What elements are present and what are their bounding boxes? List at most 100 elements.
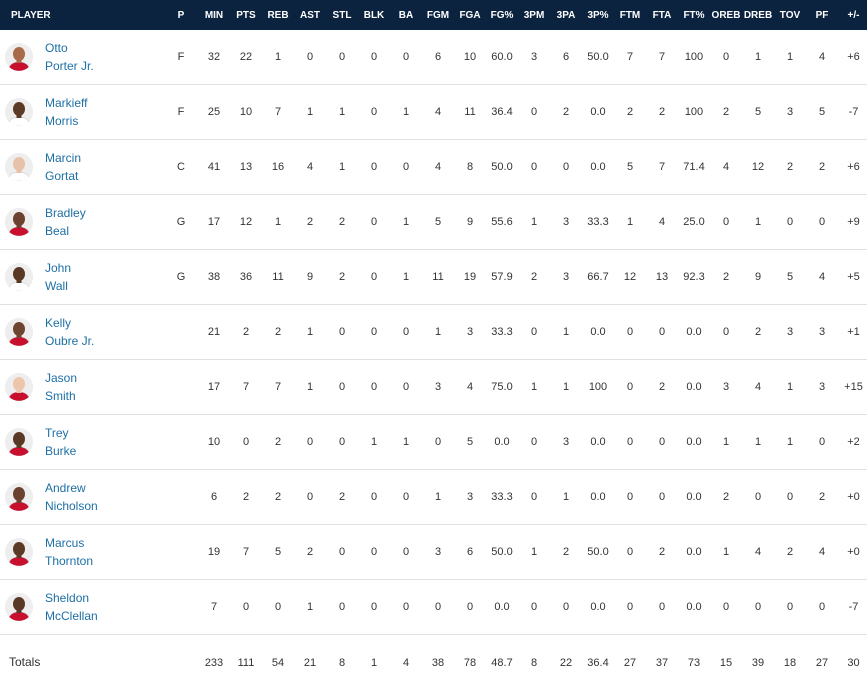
player-first-name[interactable]: Markieff: [45, 96, 88, 110]
player-last-name[interactable]: Morris: [45, 114, 79, 128]
column-header-fga[interactable]: FGA: [459, 9, 481, 21]
player-name-link[interactable]: Jason Smith: [45, 369, 77, 405]
player-cell: Marcus Thornton: [0, 525, 164, 580]
column-header-ast[interactable]: AST: [300, 9, 320, 21]
stat-cell-oreb: 2: [722, 491, 730, 503]
stat-cell-ba: 0: [402, 381, 410, 393]
stat-cell-p: G: [176, 216, 186, 228]
player-first-name[interactable]: Kelly: [45, 316, 72, 330]
player-last-name[interactable]: McClellan: [45, 609, 98, 623]
column-header-fg[interactable]: FG%: [490, 9, 514, 21]
player-avatar[interactable]: [5, 98, 33, 126]
stat-cell-ast: 1: [306, 326, 314, 338]
player-avatar[interactable]: [5, 263, 33, 291]
player-name-link[interactable]: Sheldon McClellan: [45, 589, 98, 625]
player-last-name[interactable]: Porter Jr.: [45, 59, 94, 73]
player-avatar[interactable]: [5, 153, 33, 181]
stat-cell-fgm: 3: [434, 381, 442, 393]
column-header-stl[interactable]: STL: [332, 9, 352, 21]
column-header-3pm[interactable]: 3PM: [523, 9, 545, 21]
player-avatar[interactable]: [5, 43, 33, 71]
column-header-min[interactable]: MIN: [204, 9, 224, 21]
player-last-name[interactable]: Wall: [45, 279, 68, 293]
player-first-name[interactable]: Marcin: [45, 151, 82, 165]
column-header-pts[interactable]: PTS: [236, 9, 256, 21]
column-header-tov[interactable]: TOV: [779, 9, 801, 21]
stat-cell-p: [164, 580, 198, 635]
player-last-name[interactable]: Oubre Jr.: [45, 334, 95, 348]
stat-cell-fga: 3: [466, 491, 474, 503]
player-last-name[interactable]: Thornton: [45, 554, 94, 568]
column-header-reb[interactable]: REB: [267, 9, 289, 21]
stat-cell-3p: 0.0: [590, 601, 606, 613]
column-header-[interactable]: +/-: [847, 9, 860, 21]
player-first-name[interactable]: Sheldon: [45, 591, 90, 605]
player-last-name[interactable]: Beal: [45, 224, 70, 238]
player-name-link[interactable]: Trey Burke: [45, 424, 76, 460]
stat-cell-fgm: 3: [434, 546, 442, 558]
column-header-blk[interactable]: BLK: [363, 9, 385, 21]
stat-cell-pts: 7: [242, 546, 250, 558]
column-header-pf[interactable]: PF: [815, 9, 829, 21]
player-name-link[interactable]: Kelly Oubre Jr.: [45, 314, 94, 350]
player-last-name[interactable]: Burke: [45, 444, 77, 458]
player-first-name[interactable]: John: [45, 261, 72, 275]
player-first-name[interactable]: Marcus: [45, 536, 85, 550]
player-cell: Bradley Beal: [0, 195, 164, 250]
column-header-ftm[interactable]: FTM: [619, 9, 641, 21]
stat-cell-dreb: 4: [754, 546, 762, 558]
player-first-name[interactable]: Andrew: [45, 481, 86, 495]
stat-cell-stl: 0: [338, 436, 346, 448]
column-header-player[interactable]: PLAYER: [11, 9, 51, 21]
stat-cell-ba: 1: [402, 271, 410, 283]
player-first-name[interactable]: Trey: [45, 426, 69, 440]
player-avatar[interactable]: [5, 593, 33, 621]
player-first-name[interactable]: Otto: [45, 41, 68, 55]
player-name-link[interactable]: Otto Porter Jr.: [45, 39, 94, 75]
player-cell: Jason Smith: [0, 360, 164, 415]
column-header-fgm[interactable]: FGM: [426, 9, 450, 21]
player-avatar[interactable]: [5, 483, 33, 511]
player-first-name[interactable]: Jason: [45, 371, 78, 385]
totals-label: Totals: [9, 654, 41, 669]
column-header-oreb[interactable]: OREB: [711, 9, 741, 21]
stat-cell-dreb: 4: [754, 381, 762, 393]
stat-cell-min: 17: [207, 216, 221, 228]
player-name-link[interactable]: Bradley Beal: [45, 204, 86, 240]
player-first-name[interactable]: Bradley: [45, 206, 86, 220]
column-header-fta[interactable]: FTA: [652, 9, 672, 21]
player-name-link[interactable]: Marcin Gortat: [45, 149, 81, 185]
player-name-link[interactable]: John Wall: [45, 259, 71, 295]
player-name-link[interactable]: Marcus Thornton: [45, 534, 93, 570]
player-name-link[interactable]: Markieff Morris: [45, 94, 87, 130]
stat-cell-oreb: 0: [722, 216, 730, 228]
stat-cell-pts: 12: [239, 216, 253, 228]
stat-cell-min: 32: [207, 51, 221, 63]
player-avatar[interactable]: [5, 538, 33, 566]
column-header-p[interactable]: P: [177, 9, 185, 21]
stat-cell-ast: 0: [306, 51, 314, 63]
player-name-link[interactable]: Andrew Nicholson: [45, 479, 98, 515]
stat-cell-3pm: 0: [530, 601, 538, 613]
column-header-ft[interactable]: FT%: [683, 9, 705, 21]
column-header-dreb[interactable]: DREB: [743, 9, 773, 21]
player-avatar[interactable]: [5, 428, 33, 456]
stat-cell-min: 6: [210, 491, 218, 503]
player-last-name[interactable]: Nicholson: [45, 499, 98, 513]
stat-cell-pts: 22: [239, 51, 253, 63]
stat-cell-: +9: [847, 216, 860, 228]
stat-cell-ftm: 12: [623, 271, 637, 283]
stat-cell-reb: 0: [274, 601, 282, 613]
player-avatar[interactable]: [5, 318, 33, 346]
player-last-name[interactable]: Smith: [45, 389, 76, 403]
player-avatar[interactable]: [5, 373, 33, 401]
player-avatar[interactable]: [5, 208, 33, 236]
column-header-ba[interactable]: BA: [398, 9, 414, 21]
column-header-3pa[interactable]: 3PA: [556, 9, 576, 21]
total-cell-3pm: 8: [530, 656, 538, 669]
stat-cell-tov: 2: [786, 161, 794, 173]
player-last-name[interactable]: Gortat: [45, 169, 79, 183]
stat-cell-ftm: 7: [626, 51, 634, 63]
stat-cell-tov: 0: [786, 601, 794, 613]
column-header-3p[interactable]: 3P%: [587, 9, 609, 21]
